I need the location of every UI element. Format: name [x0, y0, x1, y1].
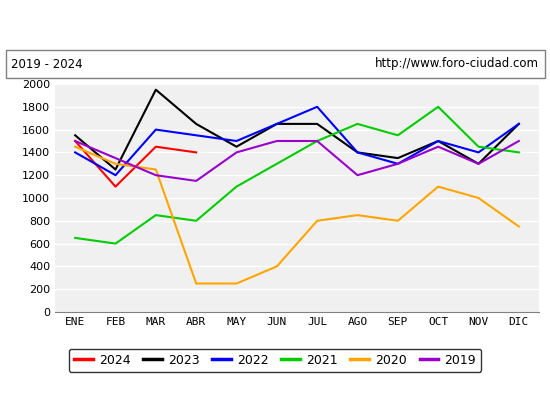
Text: 2019 - 2024: 2019 - 2024: [11, 58, 82, 70]
Text: Evolucion Nº Turistas Nacionales en el municipio de Benetússer: Evolucion Nº Turistas Nacionales en el m…: [12, 16, 538, 32]
Text: http://www.foro-ciudad.com: http://www.foro-ciudad.com: [375, 58, 539, 70]
Legend: 2024, 2023, 2022, 2021, 2020, 2019: 2024, 2023, 2022, 2021, 2020, 2019: [69, 348, 481, 372]
